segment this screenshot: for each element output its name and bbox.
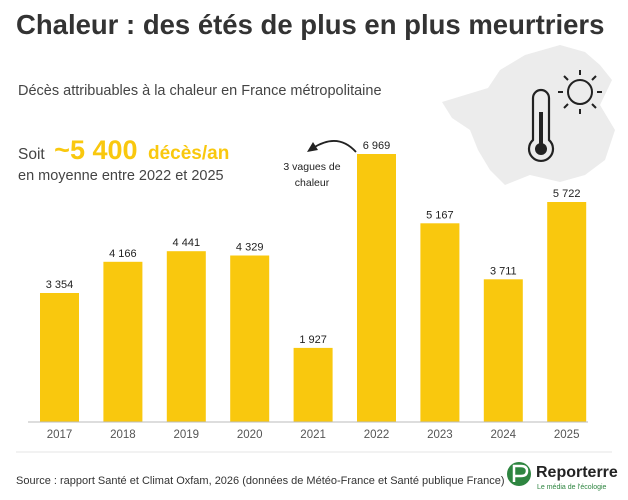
x-tick-2020: 2020 (237, 429, 263, 441)
chart-title: Chaleur : des étés de plus en plus meurt… (16, 9, 604, 40)
bar-2024 (483, 279, 523, 422)
bar-value-label-2022: 6 969 (363, 140, 391, 152)
sun-icon (558, 70, 602, 114)
reporterre-logo-icon (507, 462, 531, 486)
x-tick-2025: 2025 (554, 429, 580, 441)
bar-value-label-2025: 5 722 (553, 188, 581, 200)
thermometer-icon (527, 88, 555, 162)
bar-value-label-2020: 4 329 (236, 242, 264, 254)
x-tick-2024: 2024 (491, 429, 517, 441)
highlight-unit: décès/an (148, 143, 229, 164)
bar-2017 (40, 293, 79, 422)
annotation-arrow (312, 140, 357, 153)
highlight-period: en moyenne entre 2022 et 2025 (18, 168, 224, 184)
chart-subtitle: Décès attribuables à la chaleur en Franc… (18, 83, 382, 99)
bar-2025 (547, 202, 587, 422)
x-tick-2023: 2023 (427, 429, 453, 441)
source-note: Source : rapport Santé et Climat Oxfam, … (16, 475, 505, 487)
x-tick-2017: 2017 (47, 429, 73, 441)
brand-tagline: Le média de l'écologie (537, 484, 607, 491)
highlight-value: ~5 400 (54, 135, 137, 165)
highlight-prefix: Soit (18, 146, 45, 163)
bar-value-label-2019: 4 441 (173, 237, 201, 249)
annotation-line-1: 3 vagues de (283, 161, 340, 173)
bar-2022 (357, 154, 396, 422)
bar-value-label-2024: 3 711 (490, 265, 517, 277)
x-tick-2018: 2018 (110, 429, 136, 441)
bar-2023 (420, 223, 460, 422)
annotation-line-2: chaleur (295, 177, 330, 189)
bar-value-label-2021: 1 927 (299, 334, 327, 346)
bar-2019 (166, 251, 206, 422)
brand-name: Reporterre (536, 464, 618, 481)
bar-2021 (293, 347, 333, 422)
bar-2020 (230, 255, 270, 422)
x-tick-2021: 2021 (300, 429, 326, 441)
annotation-arrow-head (307, 142, 318, 152)
bar-2018 (103, 261, 143, 422)
x-tick-2022: 2022 (364, 429, 390, 441)
highlight-line: Soit ~5 400 décès/an (18, 135, 229, 165)
x-tick-2019: 2019 (174, 429, 200, 441)
bar-value-label-2017: 3 354 (46, 279, 74, 291)
bar-value-label-2018: 4 166 (109, 248, 137, 260)
bar-value-label-2023: 5 167 (426, 209, 454, 221)
france-map-icon (442, 45, 615, 185)
